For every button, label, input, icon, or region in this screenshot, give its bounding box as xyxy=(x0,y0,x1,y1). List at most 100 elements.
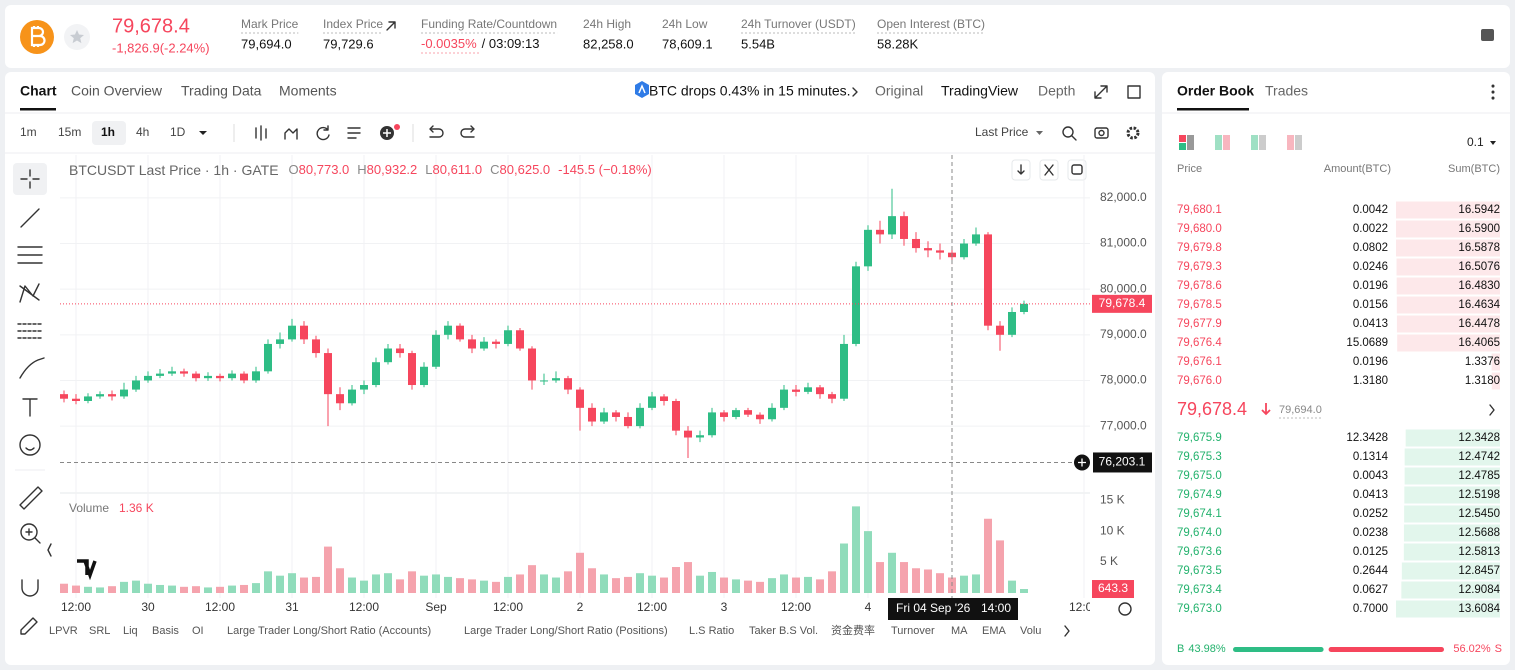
indicator[interactable]: MA xyxy=(951,625,968,637)
book-amount: 0.0413 xyxy=(1353,489,1388,501)
book-price[interactable]: 79,676.4 xyxy=(1177,337,1222,349)
stat-value: 79,694.0 xyxy=(241,36,292,51)
camera-icon[interactable] xyxy=(1094,127,1109,139)
book-price[interactable]: 79,678.5 xyxy=(1177,299,1222,311)
view-option[interactable]: Original xyxy=(875,83,923,99)
axis-settings-icon[interactable] xyxy=(1118,602,1132,616)
brush-tool[interactable] xyxy=(19,357,45,379)
interval[interactable]: 1m xyxy=(20,125,37,139)
book-sum: 12.3428 xyxy=(1458,432,1500,444)
volume-bar xyxy=(552,577,560,593)
ruler-tool[interactable] xyxy=(19,486,43,510)
interval[interactable]: 4h xyxy=(136,125,149,139)
precision[interactable]: 0.1 xyxy=(1467,135,1484,149)
book-price[interactable]: 79,675.9 xyxy=(1177,432,1222,444)
indicator-icon[interactable] xyxy=(284,128,298,140)
settings-icon[interactable] xyxy=(1126,126,1140,140)
book-price[interactable]: 79,673.5 xyxy=(1177,565,1222,577)
indicator[interactable]: Liq xyxy=(123,625,138,637)
indicator[interactable]: 资金费率 xyxy=(831,623,875,637)
interval[interactable]: 1D xyxy=(170,125,186,139)
indicator[interactable]: Turnover xyxy=(891,625,935,637)
book-sum: 16.5942 xyxy=(1458,204,1500,216)
maximize-button[interactable] xyxy=(1067,159,1087,181)
indicator[interactable]: LPVR xyxy=(49,625,78,637)
volume-bar xyxy=(912,568,920,593)
indicator[interactable]: Basis xyxy=(152,625,179,637)
emoji-tool[interactable] xyxy=(19,434,41,456)
volume-bar xyxy=(564,571,572,593)
indicator[interactable]: Volu xyxy=(1020,625,1041,637)
zoom-tool[interactable] xyxy=(20,523,38,541)
book-price[interactable]: 79,676.0 xyxy=(1177,375,1222,387)
book-price[interactable]: 79,673.6 xyxy=(1177,546,1222,558)
line-tool[interactable] xyxy=(20,208,40,228)
chevron[interactable] xyxy=(1489,404,1495,416)
book-price[interactable]: 79,679.8 xyxy=(1177,242,1222,254)
window-icon[interactable] xyxy=(1127,85,1141,99)
book-price[interactable]: 79,675.0 xyxy=(1177,470,1222,482)
book-amount: 0.0043 xyxy=(1353,470,1388,482)
chevron[interactable] xyxy=(852,87,858,97)
tradingview-logo xyxy=(77,559,97,581)
refresh-icon[interactable] xyxy=(316,125,330,141)
text-tool[interactable] xyxy=(22,398,38,417)
book-price[interactable]: 79,677.9 xyxy=(1177,318,1222,330)
view-option[interactable]: Depth xyxy=(1038,83,1075,99)
indicator[interactable]: L.S Ratio xyxy=(689,625,734,637)
channel-tool[interactable] xyxy=(17,246,43,264)
template-icon[interactable] xyxy=(347,127,361,139)
indicator[interactable]: Taker B.S Vol. xyxy=(749,625,818,637)
book-price[interactable]: 79,680.1 xyxy=(1177,204,1222,216)
tab[interactable]: Moments xyxy=(279,83,337,99)
dropdown-arrow[interactable] xyxy=(1490,141,1496,145)
indicator[interactable]: SRL xyxy=(89,625,110,637)
book-tab[interactable]: Trades xyxy=(1265,83,1308,99)
dropdown-arrow[interactable] xyxy=(1036,131,1043,135)
price-source[interactable]: Last Price xyxy=(975,125,1029,139)
book-price[interactable]: 79,678.6 xyxy=(1177,280,1222,292)
dropdown-arrow[interactable] xyxy=(199,131,207,135)
crosshair-tool[interactable] xyxy=(20,169,40,189)
view-option[interactable]: TradingView xyxy=(941,83,1019,99)
news-headline[interactable]: BTC drops 0.43% in 15 minutes. xyxy=(649,83,851,99)
undo-icon[interactable] xyxy=(429,125,444,138)
expand-icon[interactable] xyxy=(1094,85,1108,99)
book-price[interactable]: 79,674.1 xyxy=(1177,508,1222,520)
book-price[interactable]: 79,675.3 xyxy=(1177,451,1222,463)
interval[interactable]: 1h xyxy=(101,125,115,139)
indicator[interactable]: EMA xyxy=(982,625,1007,637)
indicator[interactable]: Large Trader Long/Short Ratio (Positions… xyxy=(464,625,668,637)
magnet-tool[interactable] xyxy=(21,579,39,597)
tab[interactable]: Chart xyxy=(20,83,57,99)
add-icon-mark xyxy=(383,129,391,137)
indicator[interactable]: Large Trader Long/Short Ratio (Accounts) xyxy=(227,625,431,637)
book-tab[interactable]: Order Book xyxy=(1177,83,1254,99)
pen-tool[interactable] xyxy=(20,617,38,635)
book-price[interactable]: 79,673.4 xyxy=(1177,584,1222,596)
interval[interactable]: 15m xyxy=(58,125,81,139)
tab[interactable]: Trading Data xyxy=(181,83,262,99)
indicator[interactable]: OI xyxy=(192,625,204,637)
active-tool-bg xyxy=(13,163,47,195)
down-arrow-icon xyxy=(1017,164,1025,175)
pattern-tool[interactable] xyxy=(19,283,40,303)
book-layout-icons[interactable] xyxy=(1179,135,1302,150)
tab[interactable]: Coin Overview xyxy=(71,83,163,99)
book-icon[interactable] xyxy=(1481,29,1494,41)
collapse-handle[interactable] xyxy=(47,543,52,557)
book-price[interactable]: 79,674.0 xyxy=(1177,527,1222,539)
redo-icon[interactable] xyxy=(460,125,475,138)
search-icon[interactable] xyxy=(1062,126,1074,138)
book-price[interactable]: 79,680.0 xyxy=(1177,223,1222,235)
candle-type-icon[interactable] xyxy=(255,125,267,141)
book-amount: 0.0802 xyxy=(1353,242,1388,254)
book-price[interactable]: 79,673.0 xyxy=(1177,603,1222,615)
book-price[interactable]: 79,676.1 xyxy=(1177,356,1222,368)
y-tick-label: 81,000.0 xyxy=(1100,236,1147,250)
more-indicators[interactable] xyxy=(1064,625,1070,637)
volume-bar xyxy=(252,583,260,593)
book-price[interactable]: 79,674.9 xyxy=(1177,489,1222,501)
book-price[interactable]: 79,679.3 xyxy=(1177,261,1222,273)
fib-tool[interactable] xyxy=(17,323,43,339)
